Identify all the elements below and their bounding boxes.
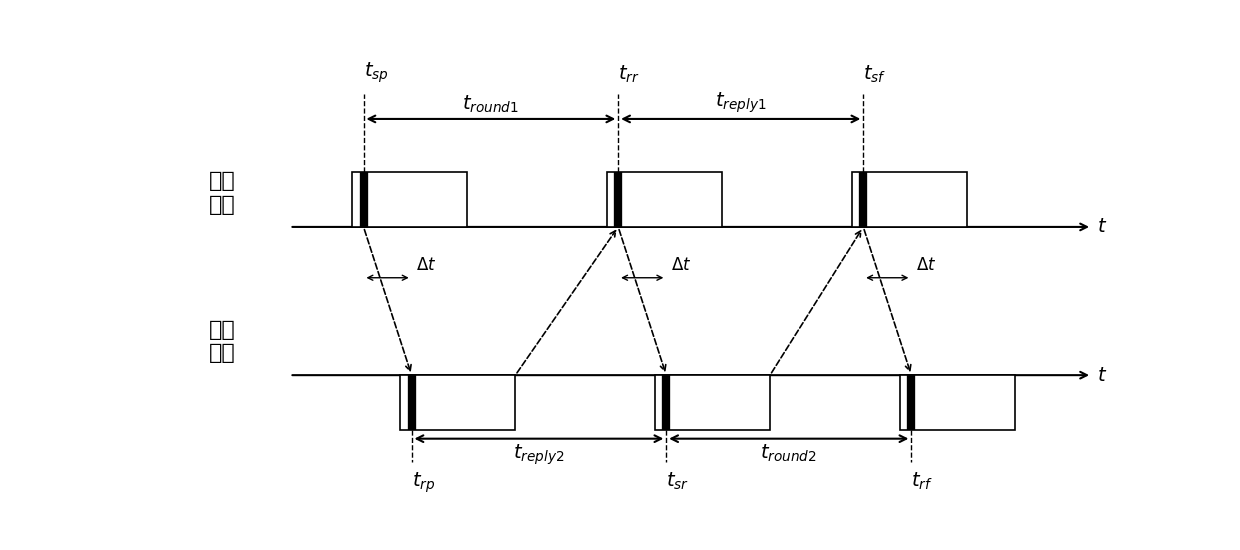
Text: $\Delta t$: $\Delta t$	[671, 256, 692, 273]
Text: $t_{sf}$: $t_{sf}$	[863, 64, 887, 85]
Text: $t_{reply1}$: $t_{reply1}$	[715, 90, 766, 115]
Text: $t_{round1}$: $t_{round1}$	[463, 94, 520, 115]
Text: 参考
节点: 参考 节点	[208, 320, 236, 363]
Bar	[352, 172, 467, 227]
Text: $t_{sr}$: $t_{sr}$	[666, 470, 689, 492]
Text: $t$: $t$	[1096, 366, 1107, 384]
Text: $t_{reply2}$: $t_{reply2}$	[513, 443, 564, 467]
Text: $\Delta t$: $\Delta t$	[417, 256, 436, 273]
Text: $t_{rr}$: $t_{rr}$	[619, 64, 640, 85]
Text: $t_{rf}$: $t_{rf}$	[911, 470, 932, 492]
Text: $t_{rp}$: $t_{rp}$	[412, 470, 435, 495]
Bar	[655, 375, 770, 430]
Bar	[401, 375, 516, 430]
Text: 待定
位点: 待定 位点	[208, 172, 236, 214]
Text: $t$: $t$	[1096, 217, 1107, 236]
Bar	[852, 172, 967, 227]
Text: $\Delta t$: $\Delta t$	[916, 256, 936, 273]
Text: $t_{sp}$: $t_{sp}$	[363, 60, 388, 85]
Text: $t_{round2}$: $t_{round2}$	[760, 443, 817, 464]
Bar	[900, 375, 1016, 430]
Bar	[606, 172, 722, 227]
